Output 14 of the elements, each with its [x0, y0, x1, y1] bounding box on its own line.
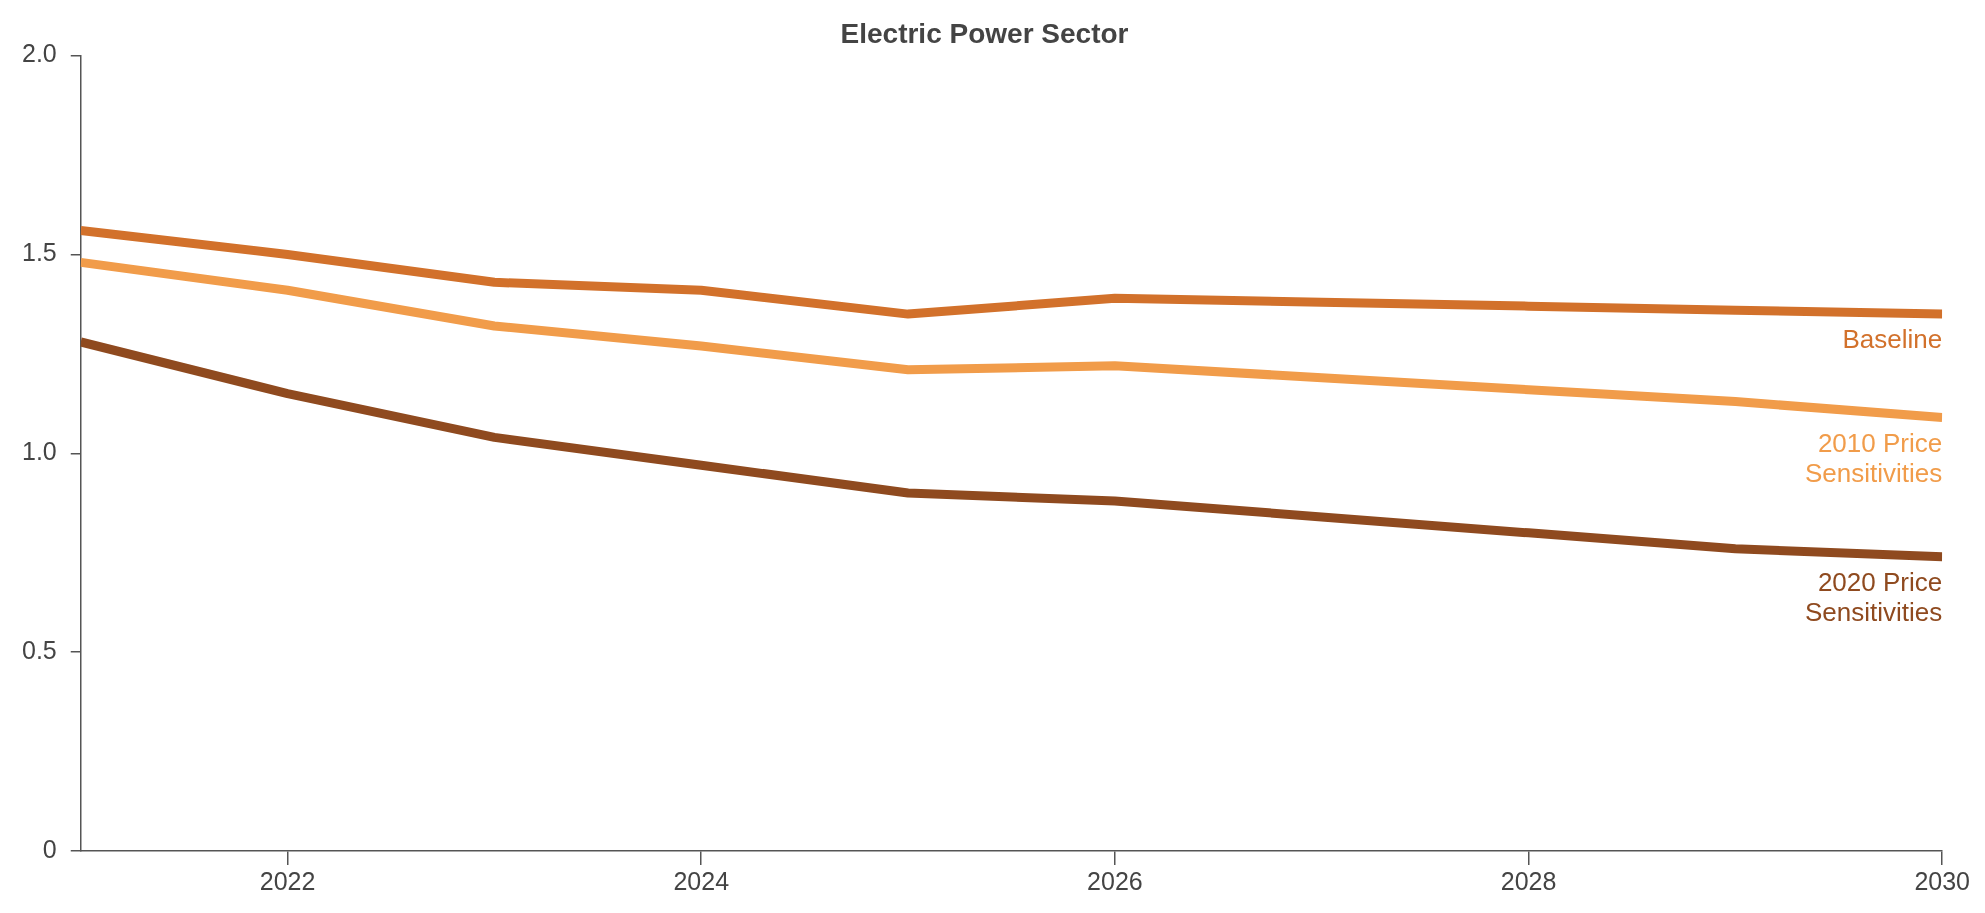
series-label: Baseline	[1842, 324, 1943, 355]
x-tick-label: 2028	[1500, 866, 1557, 895]
y-tick-label: 2.0	[21, 39, 57, 68]
x-tick-label: 2026	[1087, 866, 1143, 895]
x-tick-label: 2030	[1914, 866, 1970, 895]
y-tick-label: 1.5	[21, 238, 57, 267]
series-label: 2020 Price Sensitivities	[1804, 566, 1943, 627]
x-tick-label: 2022	[259, 866, 316, 895]
chart-title: Electric Power Sector	[840, 17, 1129, 49]
y-tick-label: 0.5	[21, 636, 57, 665]
y-tick-label: 0	[42, 834, 57, 863]
x-tick-label: 2024	[673, 866, 730, 895]
y-tick-label: 1.0	[21, 437, 57, 466]
series-label: 2010 Price Sensitivities	[1804, 427, 1943, 488]
